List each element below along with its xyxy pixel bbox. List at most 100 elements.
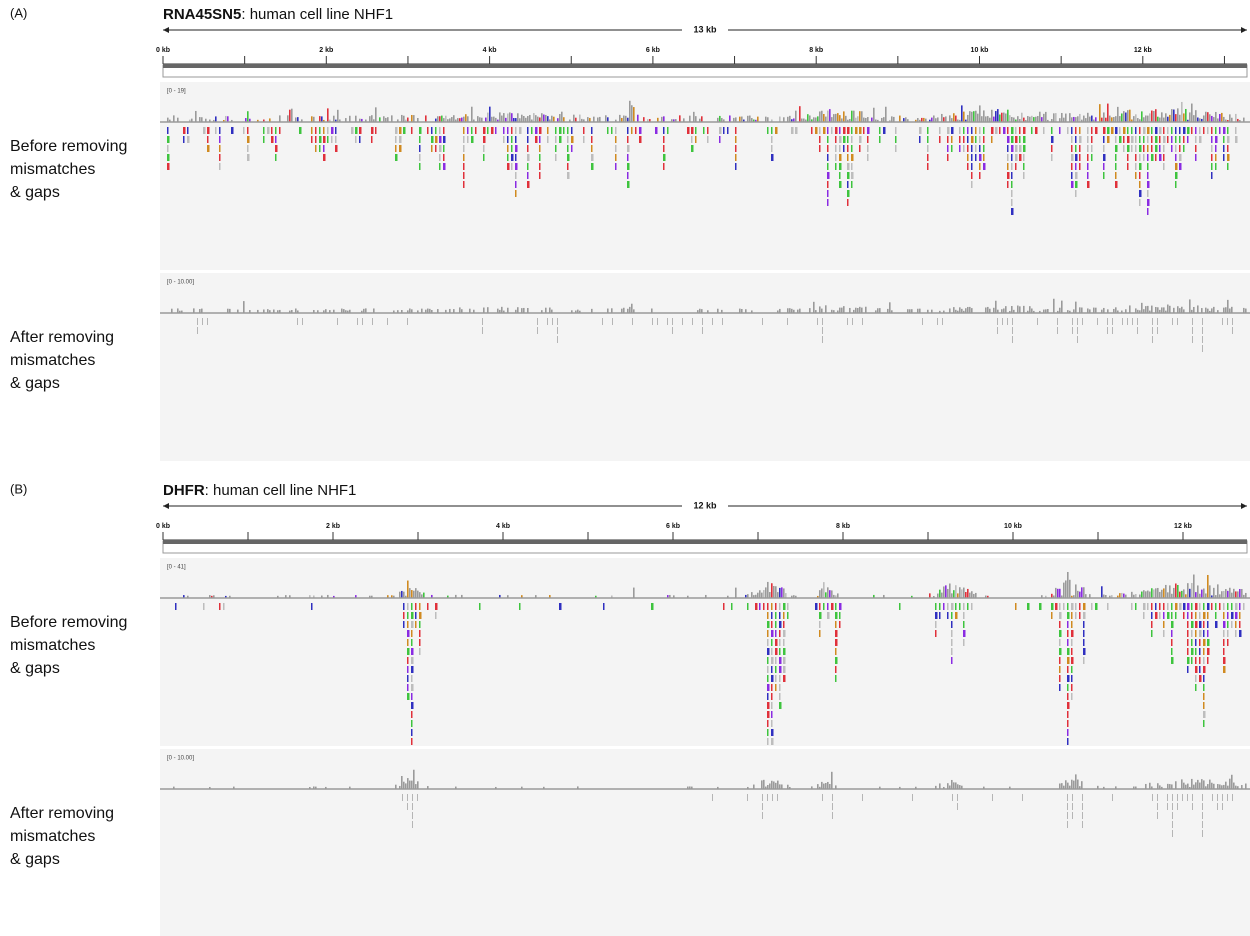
- read: [1071, 154, 1074, 161]
- coverage-bar: [1239, 589, 1241, 598]
- read: [412, 803, 413, 810]
- read: [1007, 318, 1008, 325]
- coverage-bar: [1155, 307, 1157, 313]
- read: [547, 136, 549, 143]
- read: [722, 318, 723, 325]
- ruler-tick-label: 0 kb: [156, 523, 170, 530]
- coverage-bar: [1163, 588, 1165, 598]
- coverage-bar: [749, 116, 751, 122]
- coverage-bar: [1095, 308, 1097, 313]
- read: [1091, 154, 1093, 161]
- coverage-bar: [547, 116, 549, 122]
- read: [771, 693, 773, 700]
- read: [355, 136, 357, 143]
- read: [1155, 145, 1158, 152]
- read: [315, 127, 317, 134]
- coverage-bar: [1079, 114, 1081, 122]
- read: [1203, 693, 1205, 700]
- coverage-bar: [1075, 302, 1077, 313]
- read: [1159, 154, 1162, 161]
- read: [1202, 318, 1203, 325]
- read: [1067, 738, 1069, 745]
- coverage-bar: [1027, 116, 1029, 122]
- coverage-bar: [1173, 110, 1175, 122]
- coverage-bar: [1113, 117, 1115, 122]
- read: [1215, 136, 1218, 143]
- coverage-bar: [1155, 588, 1157, 598]
- coverage-bar: [843, 306, 845, 313]
- coverage-bar: [1161, 590, 1163, 598]
- coverage-bar: [411, 781, 413, 789]
- read: [1059, 648, 1062, 655]
- read: [1135, 172, 1137, 179]
- read: [1195, 639, 1197, 646]
- read: [1207, 630, 1209, 637]
- read: [1172, 821, 1173, 828]
- coverage-bar: [243, 301, 245, 313]
- coverage-bar: [1165, 585, 1167, 598]
- coverage-bar: [995, 301, 997, 313]
- read: [443, 127, 445, 134]
- coverage-bar: [821, 111, 823, 122]
- coverage-bar: [403, 116, 405, 122]
- coverage-bar: [967, 307, 969, 313]
- read: [1232, 794, 1233, 801]
- read: [387, 318, 388, 325]
- read: [867, 154, 869, 161]
- read: [475, 127, 477, 134]
- read: [819, 603, 821, 610]
- read: [419, 639, 421, 646]
- read: [203, 127, 206, 134]
- coverage-bar: [1243, 308, 1245, 313]
- read: [775, 675, 777, 682]
- read: [863, 127, 865, 134]
- read: [927, 127, 929, 134]
- read: [947, 136, 949, 143]
- coverage-bar: [995, 111, 997, 122]
- read: [403, 603, 405, 610]
- read: [767, 612, 769, 619]
- read: [1202, 821, 1203, 828]
- read: [567, 136, 569, 143]
- read: [1051, 145, 1053, 152]
- coverage-bar: [841, 308, 843, 313]
- read: [763, 603, 765, 610]
- read: [767, 702, 770, 709]
- read: [247, 127, 249, 134]
- read: [847, 181, 849, 188]
- read: [983, 136, 985, 143]
- ruler-tick-label: 6 kb: [646, 47, 660, 54]
- coverage-bar: [401, 591, 403, 598]
- coverage-bar: [773, 586, 775, 598]
- coverage-bar: [1147, 306, 1149, 313]
- read: [311, 603, 313, 610]
- read: [1067, 812, 1068, 819]
- read: [795, 127, 798, 134]
- read: [847, 127, 850, 134]
- read: [1167, 794, 1168, 801]
- read: [1192, 336, 1193, 343]
- read: [557, 336, 558, 343]
- read: [407, 684, 409, 691]
- coverage-bar: [825, 783, 827, 789]
- coverage-bar: [545, 115, 547, 122]
- read: [895, 136, 897, 143]
- read: [1083, 630, 1085, 637]
- read: [1007, 163, 1009, 170]
- read: [1139, 136, 1141, 143]
- read: [591, 145, 593, 152]
- read: [1067, 603, 1069, 610]
- read: [411, 639, 413, 646]
- read: [963, 603, 965, 610]
- coverage-bar: [173, 115, 175, 122]
- track-range: [0 - 41]: [167, 565, 186, 571]
- coverage-bar: [391, 115, 393, 122]
- read: [1223, 648, 1225, 655]
- track-label: After removing: [10, 805, 114, 822]
- coverage-bar: [465, 114, 467, 122]
- coverage-bar: [1215, 112, 1217, 122]
- read: [1059, 603, 1061, 610]
- coverage-bar: [997, 109, 999, 122]
- coverage-bar: [629, 307, 631, 313]
- read: [1163, 621, 1165, 628]
